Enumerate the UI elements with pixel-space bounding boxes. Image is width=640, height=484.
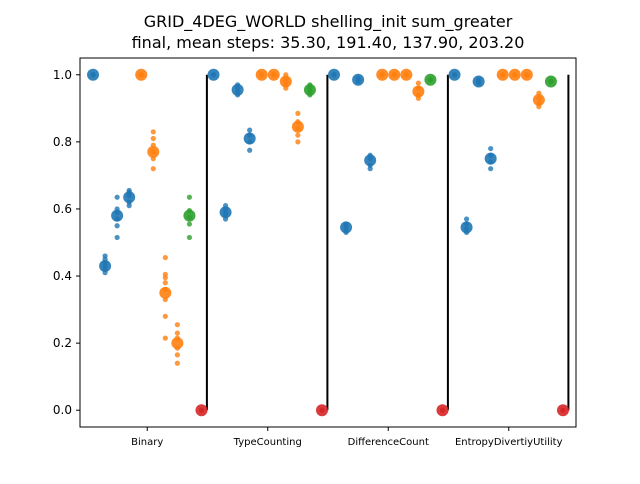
y-tick-label: 0.4	[53, 269, 72, 283]
tick-labels: 0.0 0.2 0.4 0.6 0.8 1.0 Binary TypeCounting Diff…	[53, 68, 563, 448]
sample-point-orange	[150, 166, 156, 172]
mean-point-green	[183, 209, 196, 222]
sample-point-green	[186, 194, 193, 200]
sample-point-blue	[247, 127, 253, 133]
mean-point-blue	[243, 132, 256, 145]
mean-point-red	[436, 404, 449, 417]
sample-point-orange	[415, 80, 421, 86]
mean-point-orange	[135, 68, 148, 81]
mean-point-orange	[496, 68, 509, 81]
sample-point-orange	[162, 335, 168, 341]
data-points	[87, 68, 569, 417]
chart-title: GRID_4DEG_WORLD shelling_init sum_greate…	[144, 12, 513, 32]
mean-point-orange	[171, 337, 184, 350]
mean-point-red	[315, 404, 328, 417]
sample-point-orange	[295, 110, 301, 116]
mean-point-orange	[520, 68, 533, 81]
mean-point-blue	[87, 68, 100, 81]
sample-point-orange	[174, 322, 180, 328]
mean-point-orange	[255, 68, 268, 81]
x-tick-label: TypeCounting	[233, 437, 302, 448]
plot-frame	[79, 57, 577, 428]
chart-subtitle: final, mean steps: 35.30, 191.40, 137.90…	[132, 33, 525, 52]
mean-point-orange	[279, 75, 292, 88]
x-tick-label: Binary	[131, 437, 163, 448]
sample-point-orange	[295, 132, 301, 138]
sample-point-orange	[162, 271, 168, 277]
sample-point-orange	[174, 360, 180, 366]
sample-point-green	[186, 234, 193, 241]
mean-point-blue	[484, 152, 497, 165]
mean-point-orange	[376, 68, 389, 81]
axes	[76, 74, 510, 431]
sample-point-orange	[174, 352, 180, 358]
y-tick-label: 0.8	[53, 135, 72, 149]
mean-point-orange	[147, 145, 160, 158]
mean-point-blue	[364, 154, 377, 167]
sample-point-orange	[174, 330, 180, 336]
y-tick-label: 0.2	[53, 336, 72, 350]
sample-point-blue	[114, 234, 120, 241]
x-tick-label: DifferenceCount	[348, 437, 429, 448]
mean-point-orange	[267, 68, 280, 81]
sample-point-orange	[162, 313, 168, 319]
mean-point-orange	[388, 68, 401, 81]
sample-point-orange	[150, 135, 156, 142]
sample-point-blue	[114, 223, 120, 229]
mean-point-green	[303, 83, 316, 96]
mean-point-blue	[460, 221, 473, 234]
mean-point-blue	[328, 68, 341, 81]
mean-point-blue	[111, 209, 124, 222]
y-tick-label: 0.6	[53, 202, 72, 216]
sample-point-orange	[150, 129, 156, 135]
mean-point-orange	[291, 120, 304, 133]
mean-point-blue	[219, 206, 232, 219]
mean-point-blue	[352, 73, 365, 86]
sample-point-blue	[463, 216, 470, 222]
sample-point-orange	[162, 254, 168, 261]
mean-point-orange	[532, 93, 545, 106]
mean-point-orange	[412, 85, 425, 98]
sample-point-blue	[102, 253, 108, 259]
mean-point-green	[544, 75, 557, 88]
x-tick-label: EntropyDivertiyUtility	[455, 437, 563, 448]
sample-point-blue	[488, 145, 494, 152]
group-separators	[205, 74, 570, 411]
mean-point-blue	[448, 68, 461, 81]
mean-point-green	[424, 73, 437, 86]
y-tick-label: 1.0	[53, 68, 72, 82]
mean-point-blue	[99, 259, 112, 272]
mean-point-red	[556, 404, 569, 417]
sample-point-orange	[162, 280, 168, 286]
mean-point-orange	[400, 68, 413, 81]
sample-point-blue	[114, 194, 120, 200]
mean-point-orange	[159, 286, 172, 299]
sample-point-blue	[247, 147, 253, 153]
y-tick-label: 0.0	[53, 403, 72, 417]
sample-point-green	[186, 221, 193, 227]
mean-point-blue	[207, 68, 220, 81]
mean-point-blue	[231, 83, 244, 96]
mean-point-orange	[508, 68, 521, 81]
mean-point-red	[195, 404, 208, 417]
mean-point-blue	[472, 75, 485, 88]
sample-point-blue	[488, 166, 494, 172]
mean-point-blue	[123, 191, 136, 204]
mean-point-blue	[340, 221, 353, 234]
sample-point-orange	[295, 139, 301, 145]
